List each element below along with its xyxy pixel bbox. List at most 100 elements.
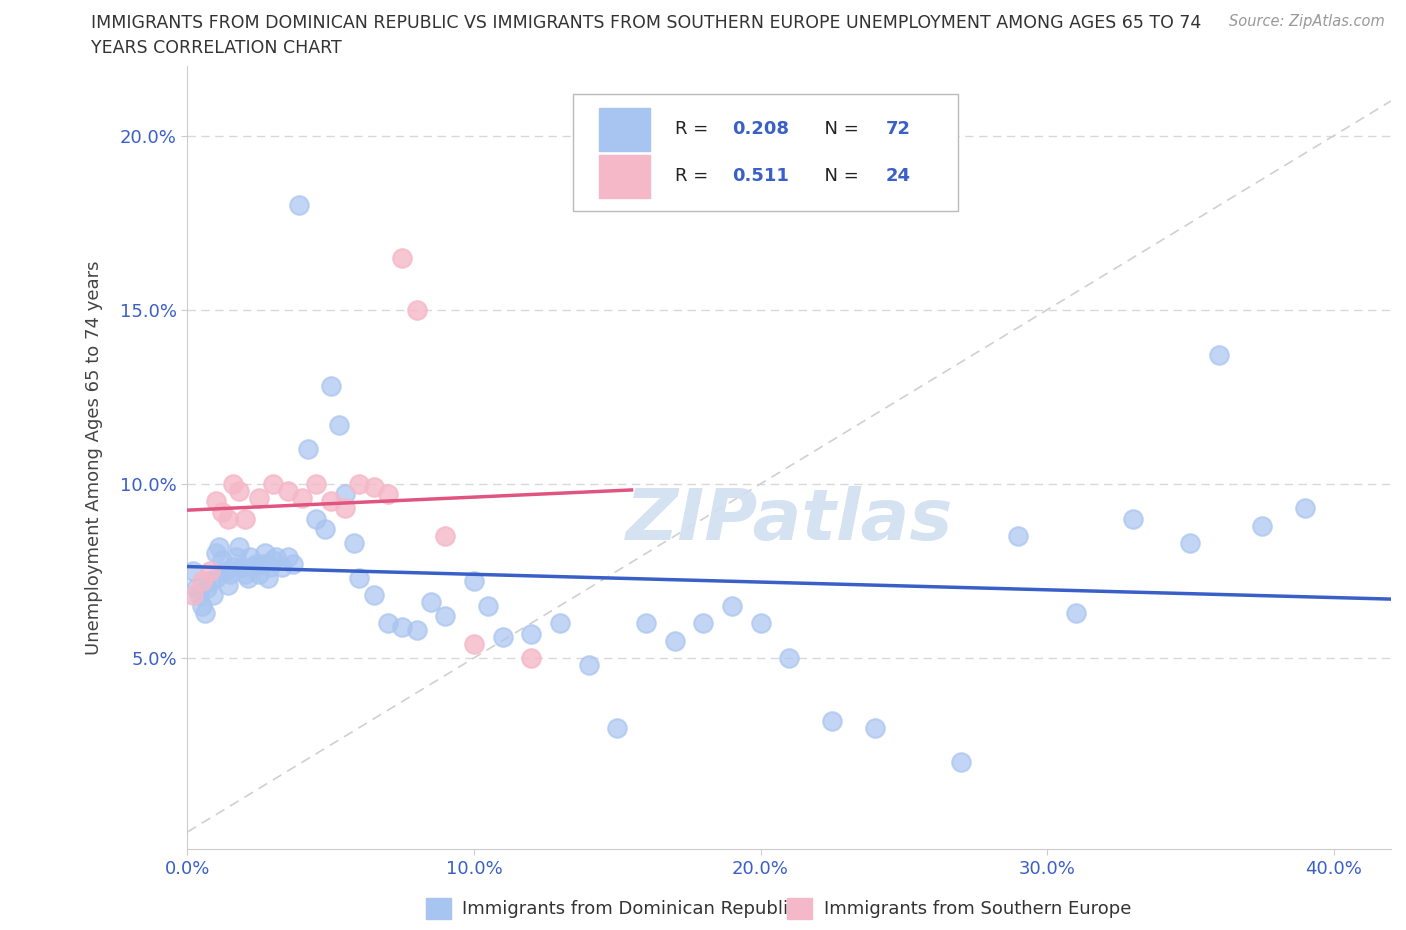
Point [277,550,299,565]
Point [245,556,267,571]
Point [349,570,371,585]
Point [197,581,219,596]
Point [377,487,399,502]
Point [1251,518,1274,533]
Point [222,476,245,491]
Point [391,250,413,265]
Point [233,567,256,582]
Point [242,560,264,575]
Point [1007,528,1029,543]
Point [200,574,222,589]
Point [187,588,209,603]
Text: 24: 24 [886,166,911,185]
Point [749,616,772,631]
Point [236,570,259,585]
Point [434,528,457,543]
Text: N =: N = [813,166,865,185]
Text: Source: ZipAtlas.com: Source: ZipAtlas.com [1229,14,1385,29]
Point [259,560,281,575]
Point [420,595,443,610]
Point [297,442,319,457]
Point [319,494,342,509]
Point [288,198,311,213]
Point [314,522,336,537]
Text: 0.511: 0.511 [733,166,790,185]
Point [217,512,239,526]
Text: Immigrants from Southern Europe: Immigrants from Southern Europe [824,899,1130,918]
Point [405,302,427,317]
Point [277,484,299,498]
Point [205,570,228,585]
Text: YEARS CORRELATION CHART: YEARS CORRELATION CHART [91,39,342,57]
Point [328,418,350,432]
Point [283,556,305,571]
Point [477,598,499,613]
Point [1122,512,1144,526]
Point [211,553,233,568]
Point [228,484,250,498]
Text: R =: R = [675,120,714,138]
Point [333,500,356,515]
Point [181,588,204,603]
Point [190,574,212,589]
Point [256,570,278,585]
Text: 72: 72 [886,120,911,138]
Point [233,512,256,526]
Point [578,658,600,672]
Text: N =: N = [813,120,865,138]
Point [391,619,413,634]
Point [863,720,886,735]
Point [225,550,247,565]
Point [634,616,657,631]
Point [239,550,262,565]
Point [202,588,225,603]
Point [184,581,207,596]
Text: 0.208: 0.208 [733,120,790,138]
Point [253,546,276,561]
Point [463,636,485,651]
Bar [599,108,650,151]
Point [342,536,364,551]
Point [319,379,342,393]
Point [231,560,253,575]
Point [548,616,571,631]
Point [950,755,973,770]
Point [208,539,231,554]
Point [247,567,270,582]
Point [520,650,543,665]
Point [214,564,236,578]
Point [349,476,371,491]
Point [721,598,744,613]
Point [1208,348,1230,363]
Point [692,616,714,631]
Text: R =: R = [675,166,720,185]
Point [264,550,287,565]
Point [434,609,457,624]
Point [194,605,217,620]
Point [363,588,385,603]
Point [217,578,239,592]
Bar [599,154,650,198]
Y-axis label: Unemployment Among Ages 65 to 74 years: Unemployment Among Ages 65 to 74 years [86,260,103,655]
Point [291,490,314,505]
Point [205,546,228,561]
Point [1180,536,1202,551]
Point [606,720,628,735]
Point [262,553,284,568]
Point [463,574,485,589]
Point [363,480,385,495]
Point [664,633,686,648]
Point [305,512,328,526]
Point [211,504,233,519]
Point [1294,500,1316,515]
Point [778,650,800,665]
Point [247,490,270,505]
Text: Immigrants from Dominican Republic: Immigrants from Dominican Republic [463,899,799,918]
Point [520,626,543,641]
Point [305,476,328,491]
Point [491,630,513,644]
Point [181,564,204,578]
Point [190,598,212,613]
Point [262,476,284,491]
Point [333,487,356,502]
